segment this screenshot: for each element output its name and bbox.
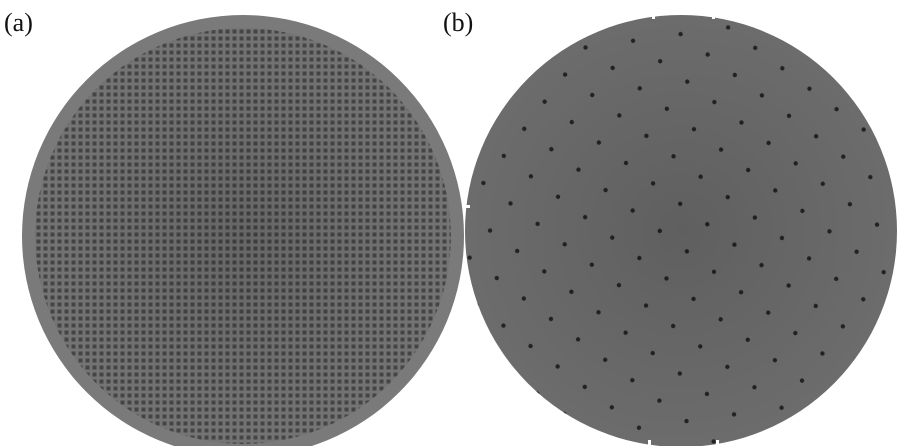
panel-label: (b) (443, 8, 473, 37)
disk-a (22, 15, 464, 446)
disk-b (464, 13, 897, 446)
panel-label: (a) (4, 8, 33, 37)
